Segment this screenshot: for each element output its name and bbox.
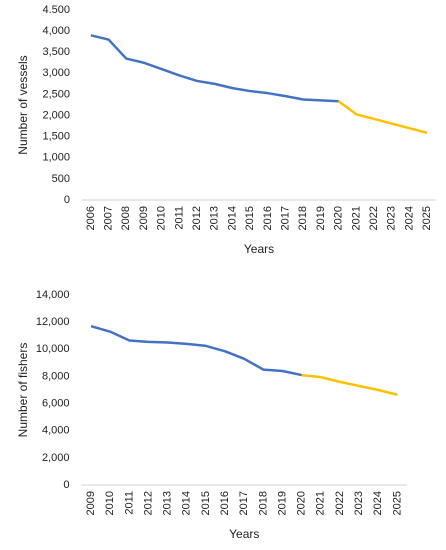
y-tick-label: 2,000: [42, 109, 70, 121]
series-line: [90, 325, 302, 377]
series-line: [90, 34, 339, 103]
x-tick-label: 2009: [85, 491, 97, 515]
y-tick-label: 2,000: [42, 452, 70, 464]
x-tick-label: 2019: [276, 491, 288, 515]
x-tick-label: 2010: [156, 206, 168, 230]
y-tick-label: 8,000: [42, 370, 70, 382]
x-tick-label: 2018: [297, 206, 309, 230]
y-tick-label: 3,500: [42, 46, 70, 58]
y-tick-label: 12,000: [36, 316, 70, 328]
x-tick-label: 2015: [244, 206, 256, 230]
series-line: [337, 100, 428, 135]
y-axis-label: Number of fishers: [16, 343, 30, 438]
x-tick-label: 2025: [421, 206, 433, 230]
x-tick-label: 2021: [350, 206, 362, 230]
x-tick-label: 2016: [262, 206, 274, 230]
y-tick-label: 0: [64, 194, 70, 206]
x-tick-label: 2021: [315, 491, 327, 515]
x-tick-label: 2022: [334, 491, 346, 515]
y-tick-label: 1,000: [42, 152, 70, 164]
x-tick-label: 2015: [200, 491, 212, 515]
x-tick-label: 2008: [120, 206, 132, 230]
y-tick-label: 1,500: [42, 131, 70, 143]
x-tick-label: 2022: [368, 206, 380, 230]
y-tick-label: 10,000: [36, 343, 70, 355]
x-tick-label: 2012: [191, 206, 203, 230]
x-tick-label: 2011: [123, 491, 135, 515]
y-tick-label: 0: [63, 479, 69, 491]
series-line: [301, 373, 398, 396]
x-tick-label: 2020: [333, 206, 345, 230]
x-tick-label: 2013: [162, 491, 174, 515]
x-tick-label: 2023: [386, 206, 398, 230]
y-tick-label: 4,000: [42, 25, 70, 37]
x-tick-label: 2012: [142, 491, 154, 515]
x-tick-label: 2010: [104, 491, 116, 515]
x-tick-label: 2013: [209, 206, 221, 230]
x-tick-label: 2017: [279, 206, 291, 230]
x-tick-label: 2023: [353, 491, 365, 515]
x-tick-label: 2014: [226, 206, 238, 230]
y-tick-label: 3,000: [42, 67, 70, 79]
y-tick-label: 500: [52, 173, 70, 185]
x-tick-label: 2025: [391, 491, 403, 515]
x-tick-label: 2024: [403, 206, 415, 230]
x-tick-label: 2016: [219, 491, 231, 515]
y-tick-label: 14,000: [36, 289, 70, 301]
y-tick-label: 4.500: [42, 4, 70, 16]
x-tick-label: 2017: [238, 491, 250, 515]
x-tick-label: 2018: [257, 491, 269, 515]
x-tick-label: 2014: [181, 491, 193, 515]
x-tick-label: 2024: [372, 491, 384, 515]
x-tick-label: 2019: [315, 206, 327, 230]
x-tick-label: 2006: [85, 206, 97, 230]
y-tick-label: 6,000: [42, 397, 70, 409]
x-tick-label: 2020: [296, 491, 308, 515]
x-tick-label: 2009: [138, 206, 150, 230]
x-axis-label: Years: [244, 242, 274, 256]
y-axis-label: Number of vessels: [16, 55, 30, 154]
y-tick-label: 2,500: [42, 88, 70, 100]
x-axis-label: Years: [229, 527, 259, 541]
x-tick-label: 2011: [173, 206, 185, 230]
x-tick-label: 2007: [102, 206, 114, 230]
y-tick-label: 4,000: [42, 425, 70, 437]
